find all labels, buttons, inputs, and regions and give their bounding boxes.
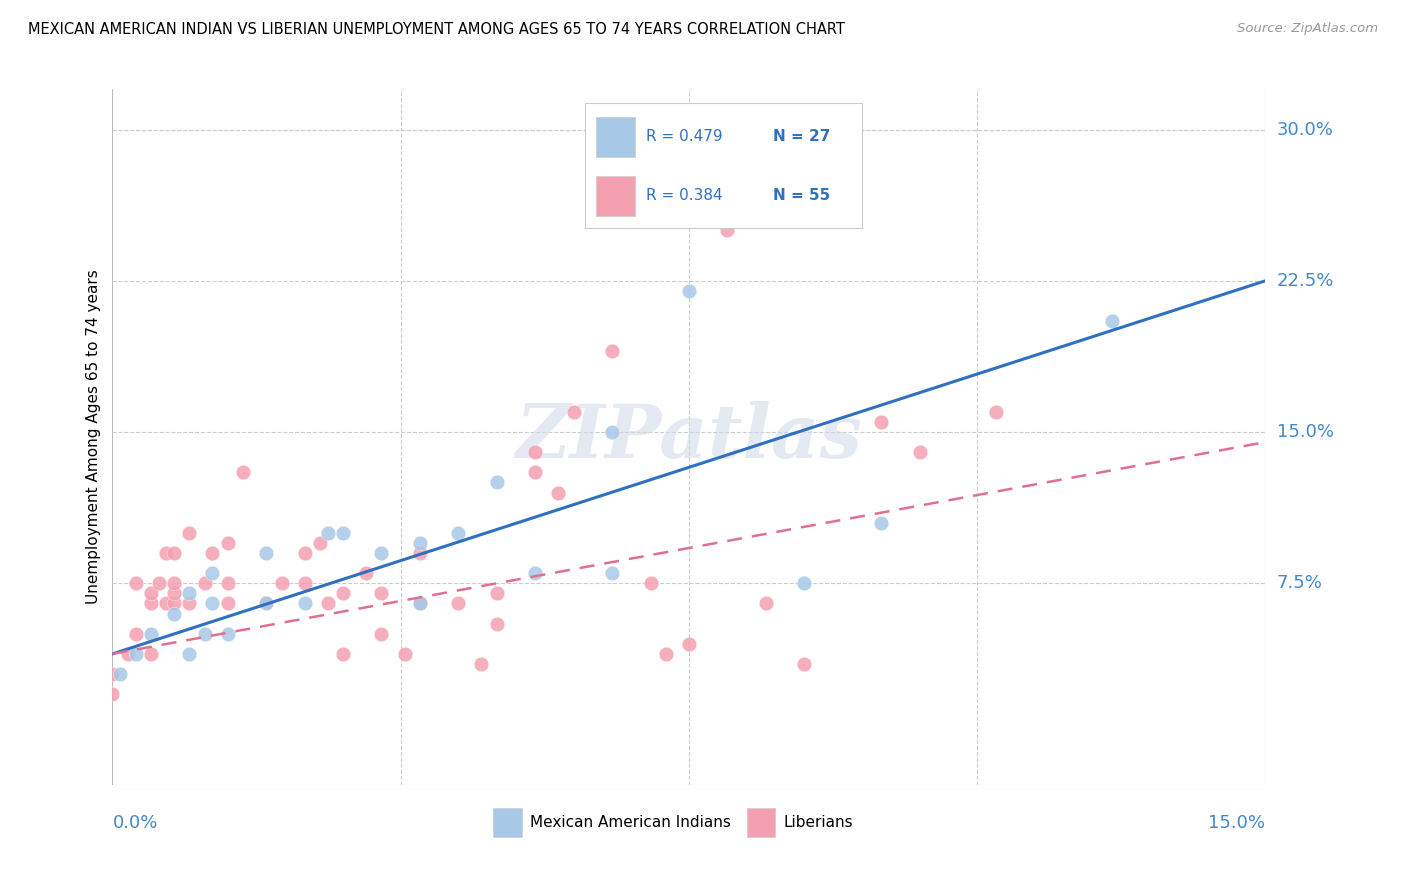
Point <box>485 616 508 631</box>
Point <box>409 536 432 550</box>
Point <box>600 425 623 439</box>
Point <box>217 536 239 550</box>
Point <box>217 597 239 611</box>
Text: 7.5%: 7.5% <box>1277 574 1323 592</box>
Point <box>316 597 339 611</box>
Point <box>409 597 432 611</box>
Point <box>270 576 292 591</box>
Point <box>179 586 201 600</box>
Point <box>470 657 492 671</box>
Point <box>755 597 778 611</box>
Point <box>179 597 201 611</box>
Point <box>201 566 224 581</box>
Point <box>908 445 931 459</box>
Point <box>716 223 738 237</box>
Point <box>600 344 623 359</box>
Point <box>870 415 893 429</box>
Point <box>447 597 470 611</box>
Text: 0.0%: 0.0% <box>112 814 157 831</box>
Point <box>155 597 177 611</box>
Point <box>163 597 186 611</box>
Point <box>179 647 201 661</box>
Point <box>155 546 177 560</box>
Point <box>370 626 392 640</box>
Point <box>294 576 316 591</box>
FancyBboxPatch shape <box>747 808 776 837</box>
Point <box>148 576 170 591</box>
Point <box>524 566 547 581</box>
Point <box>316 525 339 540</box>
Point <box>108 667 131 681</box>
Text: 22.5%: 22.5% <box>1277 272 1334 290</box>
Point <box>370 546 392 560</box>
Point <box>139 626 162 640</box>
Text: Mexican American Indians: Mexican American Indians <box>530 815 731 830</box>
Point <box>163 576 186 591</box>
Point <box>1101 314 1123 328</box>
Point <box>394 647 416 661</box>
Point <box>986 405 1008 419</box>
Text: MEXICAN AMERICAN INDIAN VS LIBERIAN UNEMPLOYMENT AMONG AGES 65 TO 74 YEARS CORRE: MEXICAN AMERICAN INDIAN VS LIBERIAN UNEM… <box>28 22 845 37</box>
Point <box>678 637 700 651</box>
Point <box>409 546 432 560</box>
Point <box>640 576 662 591</box>
Point <box>232 466 254 480</box>
Point <box>524 466 547 480</box>
Point <box>101 667 124 681</box>
Point <box>562 405 585 419</box>
Point <box>194 626 217 640</box>
Point <box>409 597 432 611</box>
Point <box>254 597 277 611</box>
Point <box>201 597 224 611</box>
Text: ZIPatlas: ZIPatlas <box>516 401 862 474</box>
Point <box>254 597 277 611</box>
Point <box>139 647 162 661</box>
Point <box>163 586 186 600</box>
Point <box>217 576 239 591</box>
Point <box>485 586 508 600</box>
Y-axis label: Unemployment Among Ages 65 to 74 years: Unemployment Among Ages 65 to 74 years <box>86 269 101 605</box>
FancyBboxPatch shape <box>494 808 522 837</box>
Point <box>655 647 678 661</box>
Point <box>447 525 470 540</box>
Point <box>163 546 186 560</box>
Text: Liberians: Liberians <box>783 815 853 830</box>
Point <box>600 566 623 581</box>
Point <box>179 525 201 540</box>
Point <box>139 586 162 600</box>
Point <box>124 647 146 661</box>
Text: 15.0%: 15.0% <box>1277 423 1333 441</box>
Point <box>332 586 354 600</box>
Point <box>124 626 146 640</box>
Text: 15.0%: 15.0% <box>1208 814 1265 831</box>
Point <box>101 687 124 701</box>
Point <box>254 546 277 560</box>
Point <box>870 516 893 530</box>
Point <box>117 647 139 661</box>
Point <box>332 647 354 661</box>
Point <box>678 284 700 298</box>
Point <box>547 485 569 500</box>
Point <box>309 536 332 550</box>
Point <box>163 607 186 621</box>
Point <box>793 576 815 591</box>
Text: Source: ZipAtlas.com: Source: ZipAtlas.com <box>1237 22 1378 36</box>
Point <box>332 525 354 540</box>
Text: 30.0%: 30.0% <box>1277 120 1333 138</box>
Point <box>139 597 162 611</box>
Point <box>793 657 815 671</box>
Point <box>485 475 508 490</box>
Point <box>294 597 316 611</box>
Point <box>294 546 316 560</box>
Point <box>524 445 547 459</box>
Point <box>217 626 239 640</box>
Point <box>370 586 392 600</box>
Point <box>124 576 146 591</box>
Point <box>354 566 377 581</box>
Point <box>194 576 217 591</box>
Point <box>201 546 224 560</box>
